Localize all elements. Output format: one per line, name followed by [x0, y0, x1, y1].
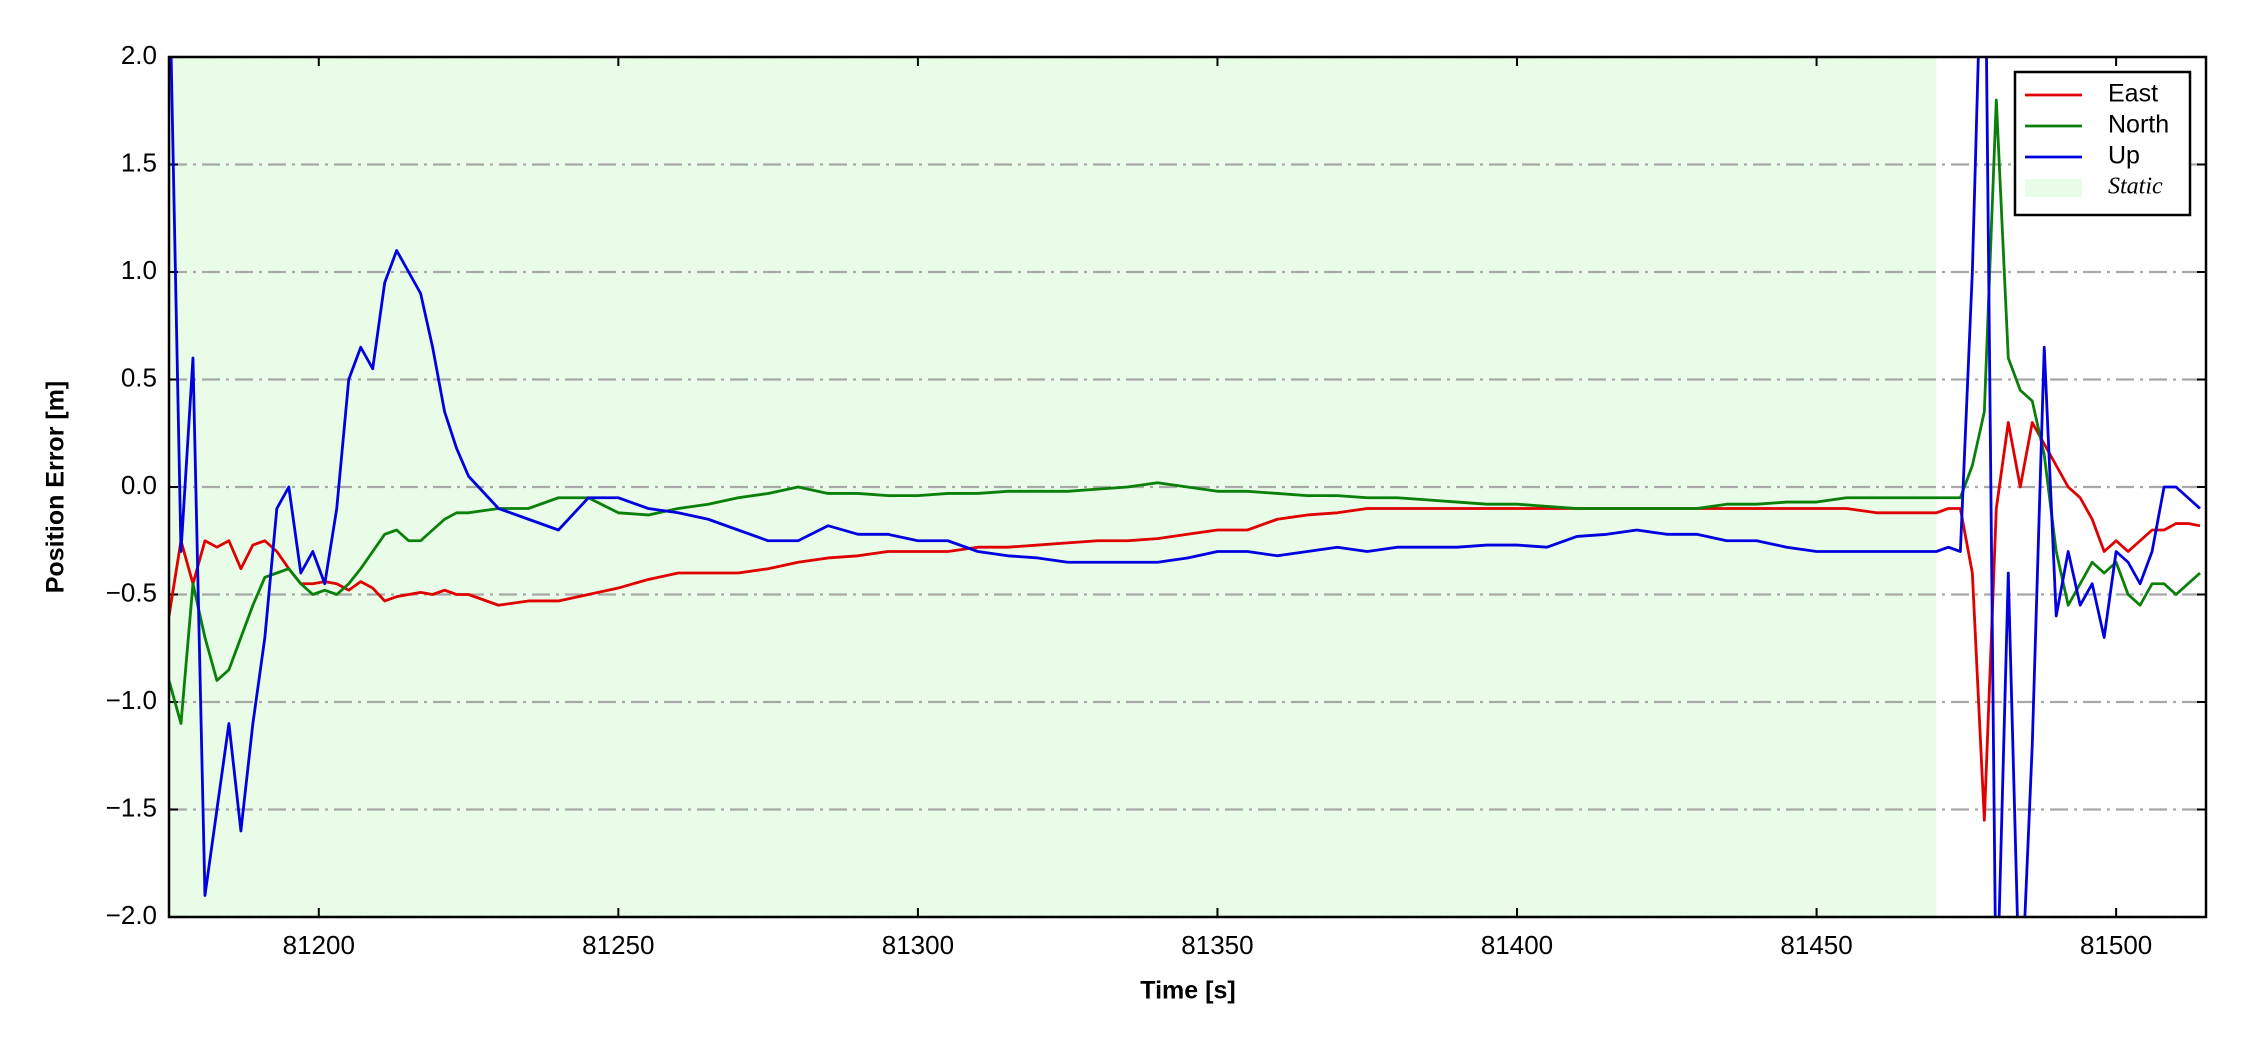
line-1 — [169, 98, 2201, 725]
legend-label: North — [2108, 111, 2169, 139]
legend-label: Up — [2108, 142, 2140, 170]
plot-frame — [167, 55, 2208, 919]
legend-swatch — [2025, 179, 2082, 197]
y-axis-label: Position Error [m] — [42, 381, 70, 594]
y-tick-label: −2.0 — [106, 900, 157, 930]
y-tick-label: −0.5 — [106, 577, 157, 607]
x-axis-label: Time [s] — [1140, 977, 1235, 1005]
x-tick-label: 81500 — [2080, 930, 2152, 960]
x-tick-label: 81350 — [1181, 930, 1253, 960]
legend-label: East — [2108, 80, 2158, 108]
y-tick-label: −1.0 — [106, 685, 157, 715]
line-0 — [169, 421, 2201, 822]
x-tick-label: 81450 — [1780, 930, 1852, 960]
y-tick-label: 0.0 — [121, 470, 157, 500]
y-tick-label: −1.5 — [106, 792, 157, 822]
x-tick-label: 81200 — [283, 930, 355, 960]
y-tick-label: 2.0 — [121, 40, 157, 70]
y-tick-label: 1.5 — [121, 147, 157, 177]
x-tick-label: 81250 — [582, 930, 654, 960]
plot-area — [169, 57, 2201, 917]
y-tick-label: 0.5 — [121, 362, 157, 392]
x-tick-label: 81400 — [1481, 930, 1553, 960]
line-2 — [169, 57, 2201, 917]
x-tick-label: 81300 — [882, 930, 954, 960]
legend-label: Static — [2108, 174, 2163, 200]
y-tick-label: 1.0 — [121, 255, 157, 285]
